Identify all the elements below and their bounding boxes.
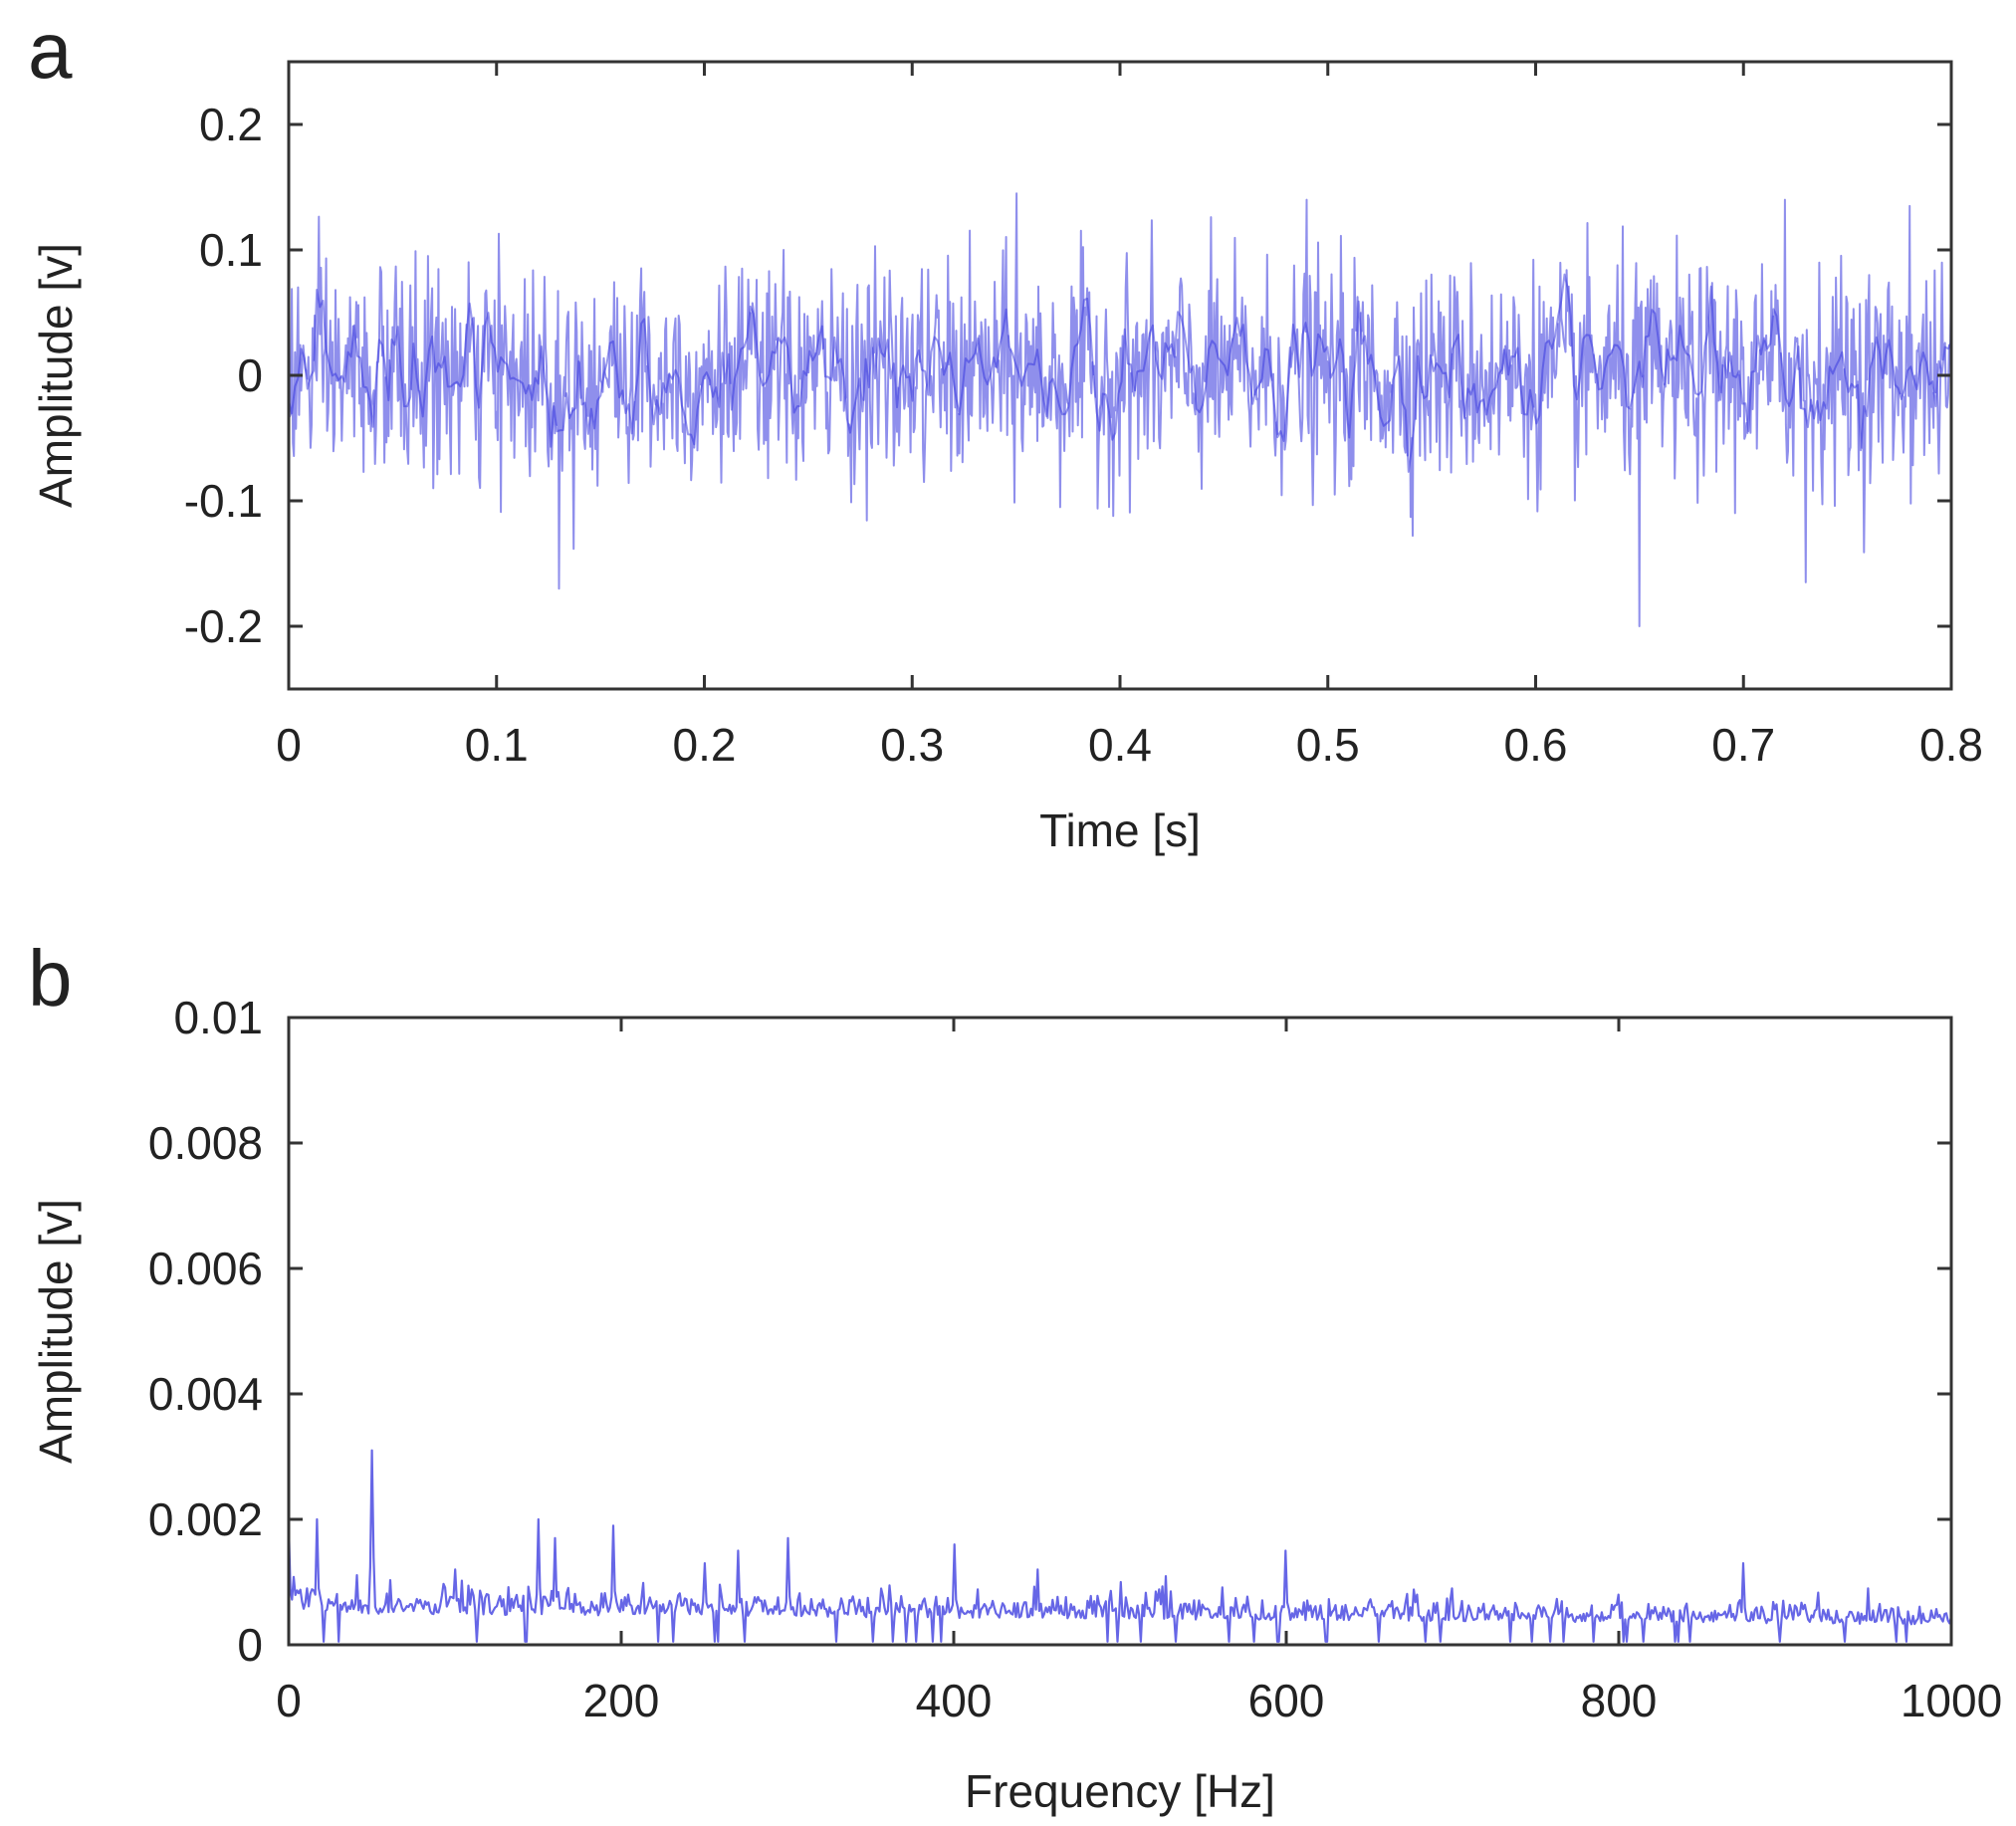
panel-a-x-tick-label: 0.4 bbox=[1088, 719, 1152, 771]
panel-b-spectrum-trace bbox=[287, 1449, 1953, 1643]
panel-a-y-tick-label: 0.1 bbox=[199, 224, 263, 276]
panel-a-x-tick-label: 0.7 bbox=[1711, 719, 1775, 771]
panel-a-y-axis-title: Amplitude [v] bbox=[30, 243, 82, 508]
panel-a-y-tick-label: 0.2 bbox=[199, 99, 263, 150]
panel-b-y-tick-label: 0.008 bbox=[148, 1117, 263, 1169]
panel-a-x-tick-label: 0.8 bbox=[1919, 719, 1983, 771]
panel-b-x-tick-label: 600 bbox=[1248, 1675, 1325, 1726]
panel-a-letter: a bbox=[28, 6, 73, 95]
panel-a-x-tick-label: 0.3 bbox=[880, 719, 944, 771]
panel-b-x-tick-label: 800 bbox=[1581, 1675, 1658, 1726]
panel-a-x-tick-label: 0.2 bbox=[673, 719, 737, 771]
panel-b-plot-area bbox=[287, 1449, 1953, 1643]
panel-b-x-tick-label: 400 bbox=[916, 1675, 993, 1726]
panel-b-y-tick-label: 0 bbox=[237, 1619, 263, 1671]
panel-b: b 0 200 400 600 800 1000 0.010.0080.0060.0040… bbox=[28, 934, 2002, 1817]
panel-a-y-tick-labels: 0.2 0.1 0 -0.1 -0.2 bbox=[184, 99, 263, 652]
panel-b-x-tick-label: 0 bbox=[276, 1675, 302, 1726]
panel-a: a 0 0.1 0.2 0.3 0.4 0.5 0.6 0.7 0.8 0.2 0.1 0 -0.1 -… bbox=[28, 6, 1983, 856]
panel-a-plot-area bbox=[288, 192, 1952, 627]
panel-b-y-tick-labels: 0.01 0.008 0.006 0.004 0.002 0 bbox=[148, 992, 263, 1671]
panel-b-y-tick-label: 0.01 bbox=[173, 992, 263, 1043]
panel-a-y-tick-label: -0.2 bbox=[184, 600, 263, 652]
panel-b-letter: b bbox=[28, 934, 73, 1023]
panel-b-x-tick-label: 1000 bbox=[1901, 1675, 2002, 1726]
panel-b-axes-frame bbox=[287, 1016, 1953, 1647]
panel-b-ticks bbox=[287, 1016, 1953, 1647]
panel-a-y-tick-label: 0 bbox=[237, 349, 263, 401]
panel-b-x-tick-labels: 0 200 400 600 800 1000 bbox=[276, 1675, 2002, 1726]
panel-a-signal-trace bbox=[288, 192, 1952, 627]
panel-a-x-tick-label: 0.6 bbox=[1504, 719, 1568, 771]
panel-a-x-tick-labels: 0 0.1 0.2 0.3 0.4 0.5 0.6 0.7 0.8 bbox=[276, 719, 1983, 771]
panel-a-signal-trace-core bbox=[288, 273, 1952, 473]
panel-a-x-tick-label: 0.5 bbox=[1296, 719, 1360, 771]
panel-a-x-tick-label: 0 bbox=[276, 719, 302, 771]
panel-b-y-axis-title: Amplitude [v] bbox=[30, 1199, 82, 1464]
panel-b-x-tick-label: 200 bbox=[583, 1675, 660, 1726]
panel-b-y-tick-label: 0.004 bbox=[148, 1368, 263, 1420]
panel-a-x-tick-label: 0.1 bbox=[465, 719, 529, 771]
panel-b-y-tick-label: 0.006 bbox=[148, 1243, 263, 1294]
panel-b-y-tick-label: 0.002 bbox=[148, 1493, 263, 1545]
panel-a-y-tick-label: -0.1 bbox=[184, 475, 263, 527]
panel-a-x-axis-title: Time [s] bbox=[1039, 804, 1201, 856]
panel-b-x-axis-title: Frequency [Hz] bbox=[965, 1765, 1275, 1817]
panel-a-ticks bbox=[287, 62, 1953, 689]
